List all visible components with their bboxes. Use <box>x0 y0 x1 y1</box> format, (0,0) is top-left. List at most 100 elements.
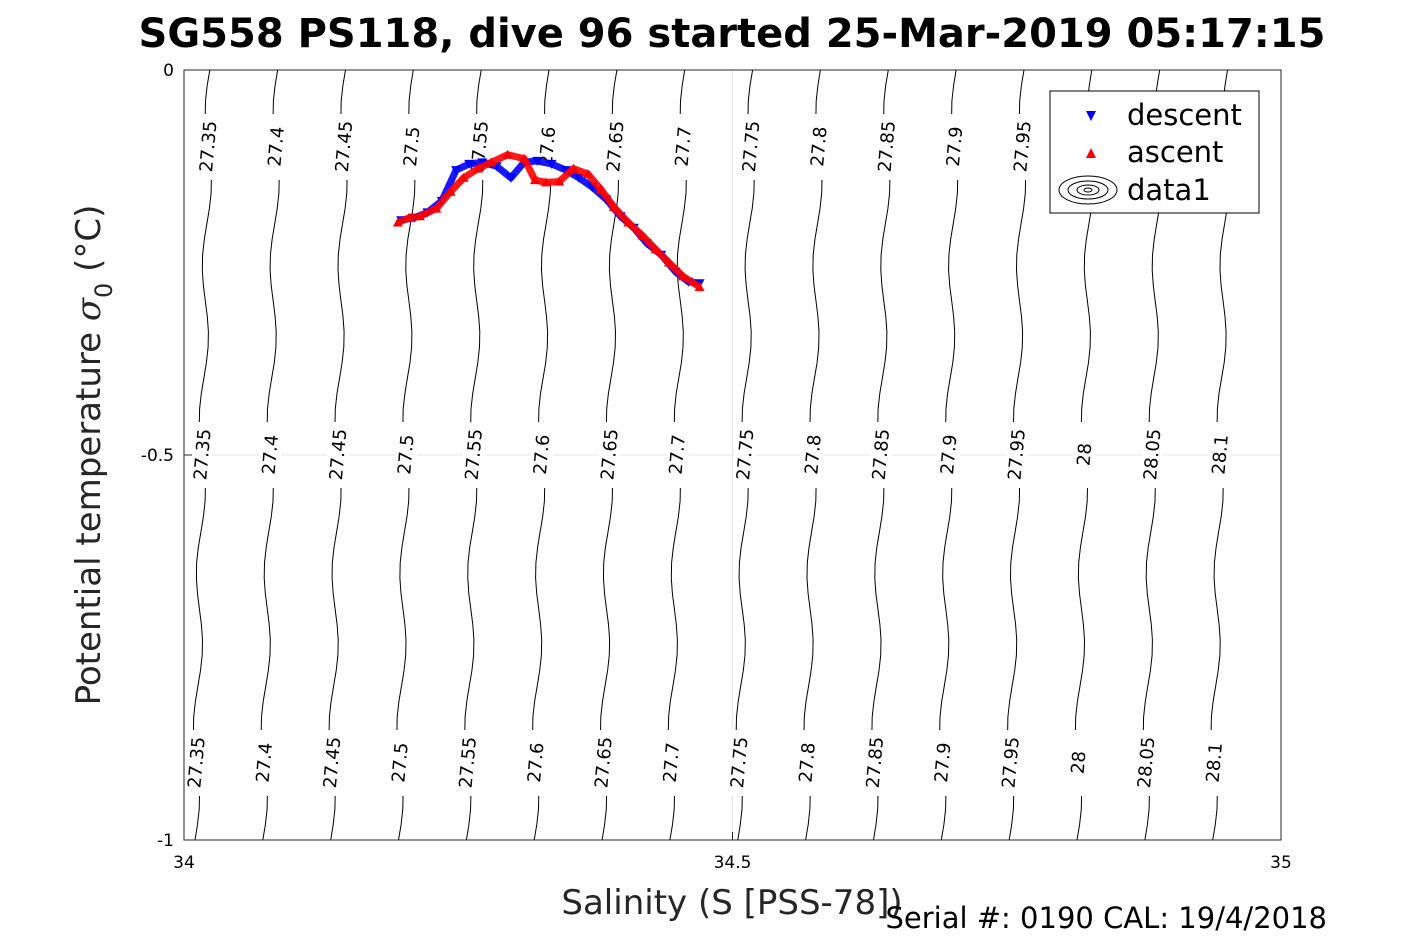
series-ascent <box>392 149 705 292</box>
contour-label: 27.65 <box>591 736 616 789</box>
contour-label: 27.9 <box>943 126 967 168</box>
contour-label: 28.1 <box>1208 434 1232 476</box>
contour-label-bg <box>728 730 751 796</box>
contour-label: 27.35 <box>190 428 215 481</box>
contour-label: 27.4 <box>264 126 288 168</box>
x-tick-label: 35 <box>1270 853 1292 873</box>
contour-label-bg <box>807 114 830 180</box>
data-series <box>392 149 705 292</box>
contour-label-bg <box>592 730 615 796</box>
data-point <box>554 176 565 186</box>
contour-label-bg <box>1067 730 1090 796</box>
contour-label-bg <box>875 114 898 180</box>
y-tick-label: -0.5 <box>141 446 174 466</box>
serial-cal-footer: Serial #: 0190 CAL: 19/4/2018 <box>885 901 1327 935</box>
contour-label-bg <box>598 422 621 488</box>
contour-label-bg <box>931 730 954 796</box>
contour-label-bg <box>740 114 763 180</box>
contour-label-bg <box>456 730 479 796</box>
data-point <box>458 172 469 182</box>
contour-label: 27.8 <box>807 126 831 168</box>
data-point <box>505 173 516 183</box>
contour-label: 27.55 <box>456 736 481 789</box>
contour-label-bg <box>999 730 1022 796</box>
contour-label-bg <box>332 114 355 180</box>
data-point <box>502 149 513 159</box>
contour-label-bg <box>388 730 411 796</box>
data-point <box>663 257 674 267</box>
data-point <box>532 156 543 166</box>
contour-label-bg <box>1011 114 1034 180</box>
contour-label-bg <box>943 114 966 180</box>
contour-label-bg <box>734 422 757 488</box>
data-point <box>414 211 425 221</box>
data-point <box>392 217 403 227</box>
contour-label: 27.8 <box>801 434 825 476</box>
contour-label: 27.85 <box>869 428 894 481</box>
contour-label: 27.8 <box>795 742 819 784</box>
legend-descent-marker <box>1086 111 1096 121</box>
contour-label: 27.75 <box>739 120 764 173</box>
contour-label-bg <box>1203 730 1226 796</box>
contour-label-bg <box>394 422 417 488</box>
chart-title: SG558 PS118, dive 96 started 25-Mar-2019… <box>139 11 1326 57</box>
contour-label: 27.45 <box>332 120 357 173</box>
data-point <box>541 177 551 187</box>
contour-label: 27.5 <box>394 434 418 476</box>
contour-label: 28.05 <box>1140 428 1165 481</box>
contour-label: 27.35 <box>184 736 209 789</box>
data-point <box>546 159 557 169</box>
contour-label: 28 <box>1073 442 1096 467</box>
contour-label: 27.6 <box>530 434 554 476</box>
contour-label: 27.45 <box>326 428 351 481</box>
contour-label: 27.95 <box>998 736 1023 789</box>
contour-label-bg <box>1005 422 1028 488</box>
contour-label: 27.4 <box>253 742 277 784</box>
contour-label: 27.6 <box>524 742 548 784</box>
legend-ascent-marker <box>1086 148 1096 158</box>
grid-lines <box>184 70 1281 840</box>
contour-label: 27.65 <box>597 428 622 481</box>
x-axis-label: Salinity (S [PSS-78]) <box>561 883 902 923</box>
contour-label-bg <box>937 422 960 488</box>
legend-ascent-label: ascent <box>1127 135 1223 169</box>
y-tick-label: -1 <box>157 831 174 851</box>
y-axis-label-main: Potential temperature <box>69 321 109 705</box>
contour-label: 27.75 <box>733 428 758 481</box>
data-point <box>486 157 497 167</box>
contour-label: 27.95 <box>1010 120 1035 173</box>
data-point <box>609 202 619 212</box>
contour-label-bg <box>185 730 208 796</box>
legend: descent ascent data1 <box>1049 90 1260 214</box>
contour-label-bg <box>524 730 547 796</box>
contour-label-bg <box>666 422 689 488</box>
contour-label-bg <box>1073 422 1096 488</box>
x-tick-label: 34.5 <box>714 853 752 873</box>
x-tick-label: 34 <box>173 853 195 873</box>
data-point <box>560 166 571 176</box>
contour-labels: 27.35 27.35 27.35 27.4 27.4 27.4 27.45 27.45 27.… <box>184 114 1239 796</box>
data-point <box>595 184 606 194</box>
data-point <box>530 175 540 185</box>
contour-label: 27.75 <box>727 736 752 789</box>
data-point <box>694 282 705 292</box>
contour-label-bg <box>863 730 886 796</box>
data-point <box>623 217 634 227</box>
contour-label-bg <box>191 422 214 488</box>
data-point <box>637 230 648 240</box>
data-point <box>464 159 475 169</box>
contour-label: 27.9 <box>931 742 955 784</box>
contour-label: 27.4 <box>259 434 283 476</box>
contour-label-bg <box>327 422 350 488</box>
contour-label: 27.5 <box>388 742 412 784</box>
contour-label: 27.55 <box>462 428 487 481</box>
data-point <box>445 186 456 196</box>
y-axis-label-unit: (°C) <box>69 205 109 283</box>
contour-label-bg <box>530 422 553 488</box>
contour-label-bg <box>259 422 282 488</box>
contour-label: 27.7 <box>660 742 684 784</box>
y-axis-label-sigma: σ <box>69 297 109 321</box>
data-point <box>451 166 462 176</box>
data-point <box>582 168 593 178</box>
